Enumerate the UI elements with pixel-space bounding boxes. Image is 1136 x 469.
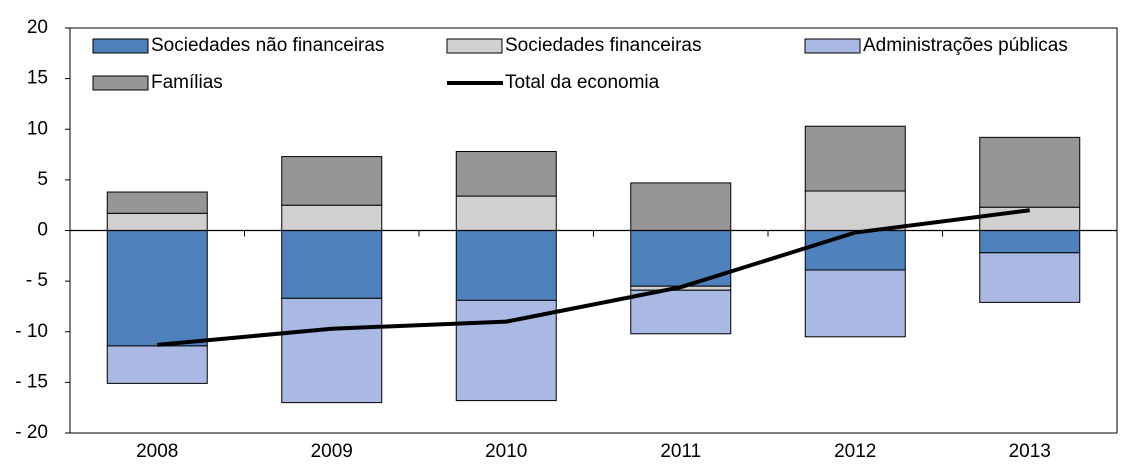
- legend-label: Administrações públicas: [863, 35, 1068, 56]
- y-tick-label: 10: [27, 118, 48, 139]
- bar: [979, 230, 1081, 254]
- x-tick-label: 2012: [834, 441, 876, 462]
- bar: [106, 230, 208, 347]
- y-tick-label: 0: [37, 220, 48, 241]
- legend-label: Total da economia: [505, 72, 660, 93]
- bar: [979, 252, 1081, 303]
- y-tick-label: 15: [27, 68, 48, 89]
- bar: [281, 230, 383, 299]
- legend-label: Famílias: [151, 72, 223, 93]
- bar: [455, 230, 557, 301]
- y-tick-label: 20: [27, 17, 48, 38]
- y-tick-label: - 5: [26, 270, 48, 291]
- line: [157, 208, 1031, 347]
- bar: [455, 151, 557, 197]
- bar: [106, 212, 208, 232]
- legend-swatch: [804, 38, 861, 54]
- bar: [106, 345, 208, 384]
- legend-swatch: [446, 38, 503, 54]
- x-tick-label: 2011: [660, 441, 701, 462]
- bar: [281, 156, 383, 206]
- bar: [630, 289, 732, 335]
- y-tick-label: 5: [37, 169, 48, 190]
- y-tick-label: - 15: [15, 371, 48, 392]
- bar: [630, 182, 732, 232]
- x-tick-label: 2009: [311, 441, 353, 462]
- bar: [281, 204, 383, 231]
- y-tick-label: - 20: [15, 422, 48, 443]
- bar: [804, 125, 906, 192]
- bar: [804, 230, 906, 271]
- bar: [979, 136, 1081, 208]
- x-tick-label: 2013: [1009, 441, 1051, 462]
- bar: [455, 195, 557, 231]
- legend-swatch: [92, 38, 149, 54]
- bar: [281, 297, 383, 404]
- x-tick-label: 2010: [485, 441, 527, 462]
- bar: [106, 191, 208, 214]
- y-tick-label: - 10: [15, 321, 48, 342]
- legend-label: Sociedades financeiras: [505, 35, 701, 56]
- legend-label: Sociedades não financeiras: [151, 35, 384, 56]
- legend-swatch: [92, 75, 149, 91]
- bar: [804, 269, 906, 338]
- x-tick-label: 2008: [136, 441, 178, 462]
- bar: [804, 190, 906, 231]
